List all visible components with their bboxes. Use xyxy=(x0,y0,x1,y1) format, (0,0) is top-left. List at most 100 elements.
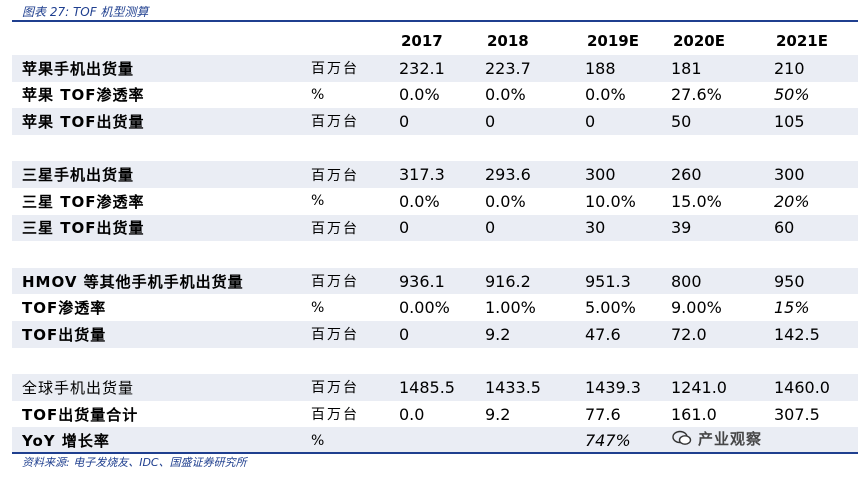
cell-value: 0.0% xyxy=(585,85,626,105)
cell-value: 951.3 xyxy=(579,267,665,295)
row-label: TOF渗透率 xyxy=(22,299,107,318)
header-year: 2018 xyxy=(487,32,529,50)
cell-value: 223.7 xyxy=(479,55,579,82)
table-row: 苹果 TOF出货量 百万台 0 0 0 50 105 xyxy=(12,108,858,135)
watermark-text: 产业观察 xyxy=(698,429,763,448)
cell-value: 293.6 xyxy=(479,161,579,188)
header-year: 2017 xyxy=(401,32,443,50)
cell-value: 188 xyxy=(579,55,665,82)
row-label: HMOV 等其他手机手机出货量 xyxy=(12,267,303,295)
table-row: 三星 TOF渗透率 % 0.0% 0.0% 10.0% 15.0% 20% xyxy=(12,188,858,215)
row-unit: 百万台 xyxy=(303,55,393,82)
row-label: 苹果手机出货量 xyxy=(12,55,303,82)
cell-value xyxy=(479,427,579,454)
header-row: 2017 2018 2019E 2020E 2021E xyxy=(12,27,858,55)
row-label: 苹果 TOF出货量 xyxy=(12,108,303,135)
cell-value: 747% xyxy=(579,427,665,454)
header-unit xyxy=(303,27,393,55)
row-label: 苹果 TOF渗透率 xyxy=(22,86,145,105)
cell-value: 0 xyxy=(393,214,479,242)
cell-value: 20% xyxy=(774,191,810,211)
table-row: TOF渗透率 % 0.00% 1.00% 5.00% 9.00% 15% xyxy=(12,294,858,321)
header-year: 2019E xyxy=(587,32,639,50)
cell-value xyxy=(768,427,858,454)
cell-value: 72.0 xyxy=(665,320,768,348)
row-label: YoY 增长率 xyxy=(12,427,303,454)
cell-value: 0.0% xyxy=(485,191,526,211)
cell-value: 39 xyxy=(665,214,768,242)
cell-value: 936.1 xyxy=(393,267,479,295)
cell-value: 9.2 xyxy=(479,320,579,348)
cell-value: 142.5 xyxy=(768,320,858,348)
row-unit: % xyxy=(311,299,327,316)
cell-value: 0 xyxy=(393,320,479,348)
cell-value: 950 xyxy=(768,267,858,295)
cell-value: 0.0% xyxy=(399,85,440,105)
row-unit: % xyxy=(311,86,327,103)
bottom-rule xyxy=(12,452,858,454)
top-rule xyxy=(12,20,858,22)
cell-value: 0 xyxy=(393,108,479,135)
spacer-row xyxy=(12,348,858,375)
watermark: 产业观察 xyxy=(672,426,858,450)
cell-value: 1.00% xyxy=(485,298,536,318)
cell-value: 232.1 xyxy=(393,55,479,82)
cell-value: 260 xyxy=(665,161,768,188)
cell-value: 27.6% xyxy=(671,85,722,105)
row-label: 全球手机出货量 xyxy=(12,374,303,401)
row-unit: % xyxy=(311,193,327,210)
cell-value: 50% xyxy=(774,85,810,105)
cell-value: 77.6 xyxy=(585,404,621,424)
cell-value: 1460.0 xyxy=(768,374,858,401)
cell-value: 300 xyxy=(768,161,858,188)
cell-value: 15% xyxy=(774,298,810,318)
cell-value: 0 xyxy=(479,108,579,135)
row-unit: 百万台 xyxy=(303,214,393,242)
row-label: 三星手机出货量 xyxy=(12,161,303,188)
cell-value: 60 xyxy=(768,214,858,242)
header-year: 2021E xyxy=(776,32,828,50)
cell-value: 47.6 xyxy=(579,320,665,348)
cell-value: 0.0% xyxy=(485,85,526,105)
tof-estimate-table: 2017 2018 2019E 2020E 2021E 苹果手机出货量 百万台 … xyxy=(12,27,858,454)
cell-value: 800 xyxy=(665,267,768,295)
cell-value xyxy=(393,427,479,454)
cell-value: 307.5 xyxy=(774,404,820,424)
cell-value: 1433.5 xyxy=(479,374,579,401)
cell-value: 300 xyxy=(579,161,665,188)
chat-bubble-icon xyxy=(672,430,692,445)
table-row: 全球手机出货量 百万台 1485.5 1433.5 1439.3 1241.0 … xyxy=(12,374,858,401)
cell-value: 0 xyxy=(579,108,665,135)
cell-value: 210 xyxy=(768,55,858,82)
table-row: HMOV 等其他手机手机出货量 百万台 936.1 916.2 951.3 80… xyxy=(12,267,858,295)
cell-value: 15.0% xyxy=(671,191,722,211)
cell-value: 1485.5 xyxy=(393,374,479,401)
spacer-row xyxy=(12,241,858,268)
table-row: TOF出货量合计 百万台 0.0 9.2 77.6 161.0 307.5 xyxy=(12,401,858,428)
row-label: 三星 TOF渗透率 xyxy=(22,192,145,211)
cell-value: 105 xyxy=(768,108,858,135)
cell-value: 10.0% xyxy=(585,191,636,211)
cell-value: 9.00% xyxy=(671,298,722,318)
cell-value: 317.3 xyxy=(393,161,479,188)
row-unit: 百万台 xyxy=(303,108,393,135)
row-unit: 百万台 xyxy=(303,320,393,348)
row-label: 三星 TOF出货量 xyxy=(12,214,303,242)
cell-value: 0 xyxy=(479,214,579,242)
table-row: TOF出货量 百万台 0 9.2 47.6 72.0 142.5 xyxy=(12,320,858,348)
row-unit: 百万台 xyxy=(311,407,359,424)
row-unit: 百万台 xyxy=(303,267,393,295)
cell-value: 50 xyxy=(665,108,768,135)
row-label: TOF出货量 xyxy=(12,320,303,348)
cell-value: 0.0 xyxy=(399,404,425,424)
table-row: 苹果 TOF渗透率 % 0.0% 0.0% 0.0% 27.6% 50% xyxy=(12,82,858,109)
cell-value: 0.00% xyxy=(399,298,450,318)
cell-value: 0.0% xyxy=(399,191,440,211)
header-name xyxy=(12,27,303,55)
cell-value: 30 xyxy=(579,214,665,242)
table-row: 三星手机出货量 百万台 317.3 293.6 300 260 300 xyxy=(12,161,858,188)
cell-value: 181 xyxy=(665,55,768,82)
cell-value: 1241.0 xyxy=(665,374,768,401)
table-row: 三星 TOF出货量 百万台 0 0 30 39 60 xyxy=(12,214,858,242)
table-row: 苹果手机出货量 百万台 232.1 223.7 188 181 210 xyxy=(12,55,858,82)
